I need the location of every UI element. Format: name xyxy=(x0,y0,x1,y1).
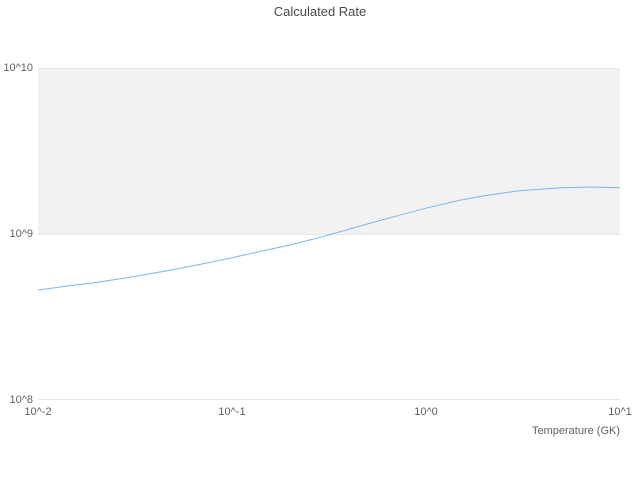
x-tick-1e-2: 10^-2 xyxy=(24,406,52,418)
rate-line xyxy=(38,186,620,291)
x-tick-1e1: 10^1 xyxy=(608,406,632,418)
plot-area xyxy=(38,68,620,400)
plot-band xyxy=(38,68,620,234)
x-axis-title: Temperature (GK) xyxy=(531,425,620,437)
gridline-1e8 xyxy=(38,399,620,400)
x-tick-1e0: 10^0 xyxy=(414,406,438,418)
chart-title: Calculated Rate xyxy=(273,4,367,19)
y-tick-1e10: 10^10 xyxy=(3,62,33,74)
rate-line-svg xyxy=(38,186,620,291)
y-tick-1e9: 10^9 xyxy=(9,228,33,240)
x-tick-1e-1: 10^-1 xyxy=(218,406,246,418)
gridline-1e10 xyxy=(38,68,620,69)
y-tick-1e8: 10^8 xyxy=(9,394,33,406)
